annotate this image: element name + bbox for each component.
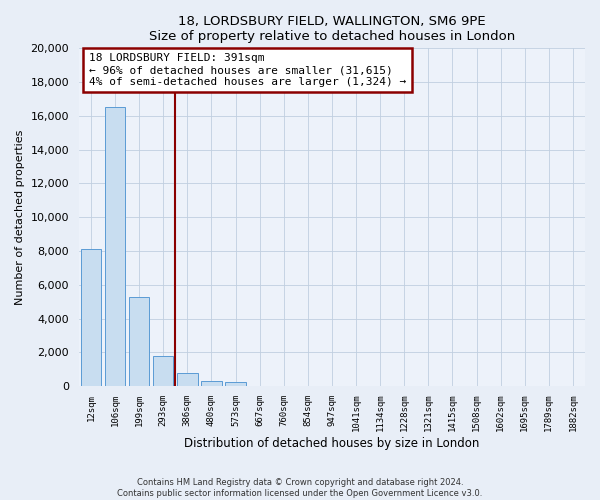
Y-axis label: Number of detached properties: Number of detached properties	[15, 130, 25, 305]
X-axis label: Distribution of detached houses by size in London: Distribution of detached houses by size …	[184, 437, 479, 450]
Bar	[105, 108, 125, 386]
Bar	[153, 356, 173, 386]
Bar	[129, 296, 149, 386]
Bar	[201, 381, 221, 386]
Bar	[226, 382, 246, 386]
Text: 18 LORDSBURY FIELD: 391sqm
← 96% of detached houses are smaller (31,615)
4% of s: 18 LORDSBURY FIELD: 391sqm ← 96% of deta…	[89, 54, 406, 86]
Bar	[177, 372, 197, 386]
Bar	[81, 250, 101, 386]
Text: Contains HM Land Registry data © Crown copyright and database right 2024.
Contai: Contains HM Land Registry data © Crown c…	[118, 478, 482, 498]
Title: 18, LORDSBURY FIELD, WALLINGTON, SM6 9PE
Size of property relative to detached h: 18, LORDSBURY FIELD, WALLINGTON, SM6 9PE…	[149, 15, 515, 43]
